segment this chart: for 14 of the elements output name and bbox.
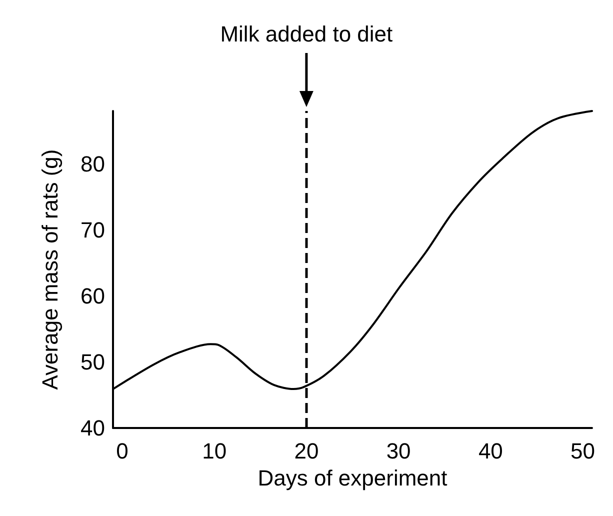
y-tick-label: 60 bbox=[80, 283, 105, 308]
y-tick-label: 40 bbox=[80, 416, 105, 440]
x-tick-label: 10 bbox=[202, 438, 227, 464]
x-axis-title: Days of experiment bbox=[258, 465, 448, 490]
x-tick-label: 0 bbox=[116, 438, 128, 464]
x-tick-label: 30 bbox=[386, 438, 411, 464]
x-tick-label: 40 bbox=[478, 438, 503, 464]
x-tick-label: 50 bbox=[570, 438, 596, 464]
y-tick-label: 50 bbox=[80, 349, 105, 374]
ref-line-label: Milk added to diet bbox=[220, 22, 393, 46]
y-tick-label: 70 bbox=[80, 217, 105, 242]
y-axis-title: Average mass of rats (g) bbox=[38, 149, 62, 390]
x-tick-label: 20 bbox=[294, 438, 319, 464]
y-tick-label: 80 bbox=[80, 151, 105, 176]
